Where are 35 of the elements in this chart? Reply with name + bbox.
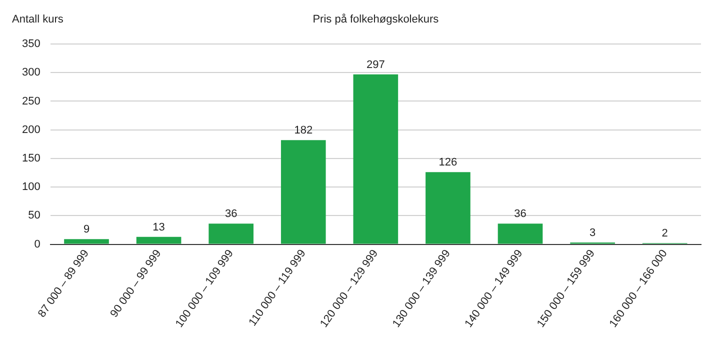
bar bbox=[280, 140, 326, 244]
bar bbox=[353, 74, 398, 244]
y-tick-label: 50 bbox=[28, 210, 40, 222]
y-tick-label: 250 bbox=[22, 95, 40, 108]
x-tick-label: 150 000 – 159 999 bbox=[535, 248, 598, 330]
bar bbox=[208, 224, 254, 244]
data-label: 36 bbox=[224, 208, 238, 220]
data-label: 297 bbox=[366, 58, 385, 71]
bar bbox=[498, 224, 543, 244]
data-label: 3 bbox=[589, 227, 596, 240]
chart-title: Pris på folkehøgskolekurs bbox=[312, 14, 440, 26]
x-tick-label: 90 000 – 99 999 bbox=[108, 248, 164, 320]
bar bbox=[64, 239, 109, 244]
y-axis-title: Antall kurs bbox=[12, 14, 64, 26]
y-tick-label: 350 bbox=[22, 38, 40, 50]
x-tick-label: 130 000 – 139 999 bbox=[390, 248, 453, 330]
x-tick-label: 120 000 – 129 999 bbox=[318, 248, 381, 330]
bar bbox=[136, 236, 182, 244]
data-label: 182 bbox=[294, 124, 313, 137]
y-tick-label: 300 bbox=[22, 66, 40, 79]
data-label: 2 bbox=[662, 228, 668, 240]
data-label: 13 bbox=[152, 221, 165, 234]
data-label: 36 bbox=[514, 208, 526, 220]
y-tick-label: 150 bbox=[22, 152, 40, 164]
y-tick-label: 0 bbox=[34, 238, 40, 250]
y-tick-label: 100 bbox=[22, 181, 40, 194]
x-tick-label: 87 000 – 89 999 bbox=[36, 248, 92, 320]
x-tick-label: 100 000 – 109 999 bbox=[174, 248, 236, 330]
x-tick-label: 140 000 – 149 999 bbox=[462, 248, 526, 330]
x-tick-label: 160 000 – 166 000 bbox=[607, 248, 670, 330]
data-label: 126 bbox=[438, 156, 458, 169]
x-tick-label: 110 000 – 119 999 bbox=[246, 248, 308, 328]
y-tick-label: 200 bbox=[22, 124, 40, 136]
data-label: 9 bbox=[83, 224, 90, 236]
bar bbox=[426, 172, 470, 244]
